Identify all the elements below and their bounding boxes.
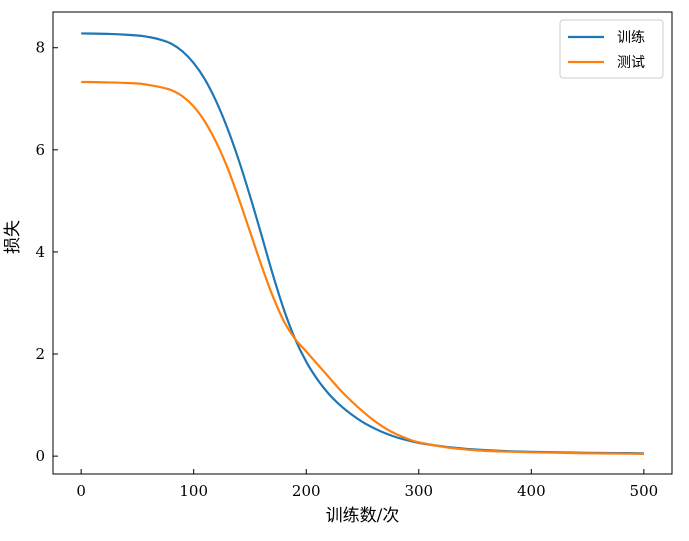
legend-label-test: 测试 [617,55,645,71]
y-tick-label: 8 [35,39,45,57]
series-lines [81,32,644,455]
x-tick-label: 300 [404,482,433,500]
x-tick-label: 0 [76,482,86,500]
x-tick-label: 200 [292,482,321,500]
y-tick-label: 0 [35,447,45,465]
series-line-test [81,80,644,455]
plot-area [52,11,673,475]
y-tick-label: 6 [35,141,45,159]
x-tick-label: 500 [630,482,659,500]
x-tick-label: 400 [517,482,546,500]
legend: 训练 测试 [559,19,664,79]
y-tick-label: 4 [35,243,45,261]
x-axis-ticks: 0 100 200 300 400 500 [76,469,658,500]
legend-label-train: 训练 [617,30,645,46]
y-tick-label: 2 [35,345,45,363]
x-tick-label: 100 [179,482,208,500]
y-axis-ticks: 0 2 4 6 8 [35,39,58,465]
series-line-train [81,32,644,455]
x-axis-label: 训练数/次 [326,506,400,526]
y-axis-label: 损失 [3,220,23,254]
legend-box [559,19,664,79]
